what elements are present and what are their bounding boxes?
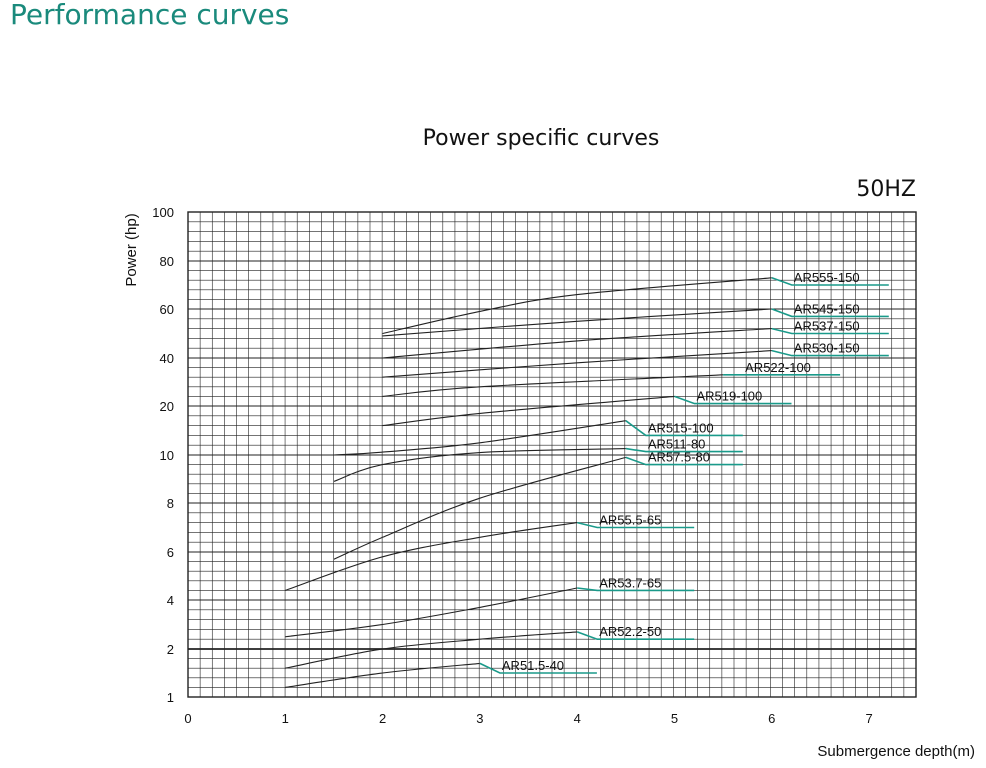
marker-AR57.5-80	[625, 456, 743, 466]
y-tick-label: 80	[160, 254, 174, 269]
curve-label-AR55.5-65: AR55.5-65	[599, 513, 661, 528]
x-tick-label: 4	[574, 711, 581, 726]
plot-frame	[187, 211, 917, 698]
marker-AR519-100	[674, 395, 792, 405]
curve-label-AR545-150: AR545-150	[794, 301, 860, 316]
curves	[285, 277, 772, 688]
marker-AR51.5-40	[479, 662, 597, 674]
marker-AR545-150	[771, 308, 889, 318]
curve-label-AR537-150: AR537-150	[794, 319, 860, 334]
x-tick-label: 5	[671, 711, 678, 726]
curve-AR537-150	[382, 328, 772, 359]
y-tick-label: 8	[167, 496, 174, 511]
curve-AR52.2-50	[285, 631, 578, 669]
curve-AR545-150	[382, 308, 772, 337]
curve-labels: AR51.5-40 AR52.2-50 AR53.7-65 AR55.5-65 AR57…	[502, 270, 860, 673]
marker-AR515-100	[625, 420, 743, 437]
x-tick-label: 7	[865, 711, 872, 726]
marker-AR511-80	[625, 447, 743, 453]
y-tick-label: 6	[167, 545, 174, 560]
curve-AR555-150	[382, 277, 772, 335]
x-tick-label: 3	[476, 711, 483, 726]
y-tick-label: 20	[160, 399, 174, 414]
y-tick-label: 60	[160, 302, 174, 317]
y-axis-label: Power (hp)	[123, 213, 140, 286]
frequency-label: 50HZ	[856, 177, 916, 202]
page-title: Performance curves	[10, 0, 290, 31]
x-tick-label: 0	[184, 711, 191, 726]
x-tick-labels: 0 1 2 3 4 5 6 7	[184, 711, 872, 726]
marker-AR530-150	[771, 349, 889, 357]
y-tick-label: 4	[167, 593, 174, 608]
y-tick-label: 40	[160, 351, 174, 366]
y-tick-label: 2	[167, 642, 174, 657]
curve-AR519-100	[382, 395, 675, 427]
y-tick-label: 1	[167, 690, 174, 705]
curve-AR515-100	[333, 420, 626, 456]
curve-label-AR53.7-65: AR53.7-65	[599, 575, 661, 590]
curve-label-AR515-100: AR515-100	[648, 420, 714, 435]
marker-AR55.5-65	[577, 521, 695, 529]
x-tick-label: 2	[379, 711, 386, 726]
curve-label-AR52.2-50: AR52.2-50	[599, 624, 661, 639]
y-tick-label: 10	[160, 448, 174, 463]
curve-label-AR51.5-40: AR51.5-40	[502, 658, 564, 673]
curve-label-AR530-150: AR530-150	[794, 341, 860, 356]
curve-label-AR555-150: AR555-150	[794, 270, 860, 285]
curve-label-AR511-80: AR511-80	[648, 437, 706, 452]
grid-major	[187, 211, 917, 698]
y-tick-label: 100	[152, 205, 174, 220]
curve-AR511-80	[333, 448, 626, 482]
x-tick-label: 6	[768, 711, 775, 726]
x-axis-label: Submergence depth(m)	[817, 743, 975, 760]
y-tick-labels: 1 2 4 6 8 10 20 40 60 80 100	[152, 205, 174, 705]
marker-AR52.2-50	[576, 631, 695, 640]
curve-label-AR57.5-80: AR57.5-80	[648, 450, 710, 465]
markers	[479, 277, 889, 674]
curve-AR522-100	[382, 374, 724, 397]
curve-label-AR522-100: AR522-100	[745, 360, 811, 375]
curve-AR57.5-80	[333, 456, 626, 560]
chart-title: Power specific curves	[423, 126, 660, 151]
marker-AR555-150	[771, 277, 889, 286]
curve-AR51.5-40	[285, 662, 480, 688]
curve-label-AR519-100: AR519-100	[697, 389, 763, 404]
curve-AR55.5-65	[285, 522, 578, 591]
marker-AR53.7-65	[577, 587, 695, 592]
curve-AR530-150	[382, 350, 772, 378]
x-tick-label: 1	[282, 711, 289, 726]
marker-AR537-150	[771, 327, 889, 335]
curve-AR53.7-65	[285, 587, 578, 638]
